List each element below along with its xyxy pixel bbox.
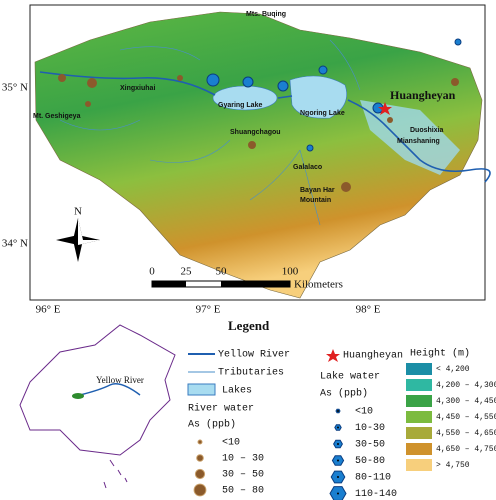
legend-label: Lake water <box>320 371 380 383</box>
legend-label: 30 – 50 <box>222 470 264 481</box>
place: Mountain <box>300 197 331 204</box>
scale-unit: Kilometers <box>294 279 343 291</box>
legend-lake-dot <box>337 443 339 445</box>
place: Xingxiuhai <box>120 85 155 92</box>
inset-area <box>72 393 84 399</box>
legend-label: 4,300 – 4,450 <box>436 397 496 406</box>
legend-height-swatch <box>406 411 432 423</box>
legend-label: 30-50 <box>355 440 385 451</box>
legend-lake-swatch <box>187 383 216 396</box>
huangheyan-star <box>378 102 392 115</box>
legend-label: 4,450 – 4,550 <box>436 413 496 422</box>
inset-river <box>79 383 141 396</box>
place: Galalaco <box>293 164 322 171</box>
legend-lake-dot <box>337 492 339 495</box>
lowland <box>360 100 460 175</box>
legend-lake-dot <box>337 459 339 462</box>
lon-label: 97° E <box>196 304 221 316</box>
legend-river-marker <box>193 483 207 497</box>
legend-height-swatch <box>406 459 432 471</box>
legend-label: 80-110 <box>355 473 391 484</box>
legend-label: 10 – 30 <box>222 454 264 465</box>
legend-height-swatch <box>406 363 432 375</box>
legend-label: 50-80 <box>355 456 385 467</box>
place: Mts. Buqing <box>246 11 286 18</box>
legend-label: 50 – 80 <box>222 486 264 497</box>
scale-tick: 25 <box>181 266 193 278</box>
legend-label: 4,550 – 4,650 <box>436 429 496 438</box>
legend-label: 10-30 <box>355 423 385 434</box>
inset-islands <box>103 459 128 489</box>
legend-label: 110-140 <box>355 489 397 500</box>
place: Mt. Geshigeya <box>33 113 81 120</box>
legend-height-swatch <box>406 443 432 455</box>
legend-lake-dot <box>337 410 339 412</box>
lon-label: 98° E <box>356 304 381 316</box>
place: Duoshixia <box>410 127 444 134</box>
place: Bayan Har <box>300 187 335 194</box>
legend-lake-dot <box>337 476 339 478</box>
yellow-river <box>39 71 491 183</box>
legend-label: Lakes <box>222 385 252 397</box>
legend-label: River water <box>188 403 254 415</box>
legend-label: > 4,750 <box>436 461 470 470</box>
legend-label: <10 <box>222 438 240 449</box>
legend-river-marker <box>197 439 203 445</box>
legend-label: Yellow River <box>218 349 290 361</box>
place: Shuangchagou <box>230 129 281 136</box>
place: Ngoring Lake <box>300 110 345 117</box>
terrain <box>34 11 483 299</box>
samples <box>58 38 462 192</box>
legend-label: Huangheyan <box>343 350 403 362</box>
ngoring-lake <box>289 75 347 119</box>
legend-label: 4,200 – 4,300 <box>436 381 496 390</box>
legend-label: As (ppb) <box>188 419 236 431</box>
legend-label: As (ppb) <box>320 388 368 400</box>
legend-label: Tributaries <box>218 367 284 379</box>
legend-title: Legend <box>228 318 270 333</box>
scale-tick: 50 <box>216 266 228 278</box>
legend-river-marker <box>196 454 204 462</box>
north-arrow <box>56 218 100 262</box>
legend-lake-dot <box>337 426 339 429</box>
legend-label: 4,650 – 4,750 <box>436 445 496 454</box>
legend-label: <10 <box>355 407 373 418</box>
scale-bar <box>151 280 291 288</box>
legend-star <box>326 349 340 362</box>
inset-label: Yellow River <box>96 375 144 385</box>
legend-height-swatch <box>406 427 432 439</box>
legend-label: < 4,200 <box>436 365 470 374</box>
place: Gyaring Lake <box>218 102 262 109</box>
scale-tick: 0 <box>149 266 155 278</box>
lon-label: 96° E <box>36 304 61 316</box>
north-label: N <box>74 206 82 218</box>
tributaries <box>59 39 361 226</box>
place: Mianshaning <box>397 138 440 145</box>
place: Huangheyan <box>390 88 456 102</box>
scale-tick: 100 <box>282 266 299 278</box>
legend-label: Height (m) <box>410 348 470 360</box>
legend-height-swatch <box>406 379 432 391</box>
lat-label: 34° N <box>2 238 28 250</box>
legend-height-swatch <box>406 395 432 407</box>
legend-river-marker <box>194 468 206 480</box>
lat-label: 35° N <box>2 82 28 94</box>
